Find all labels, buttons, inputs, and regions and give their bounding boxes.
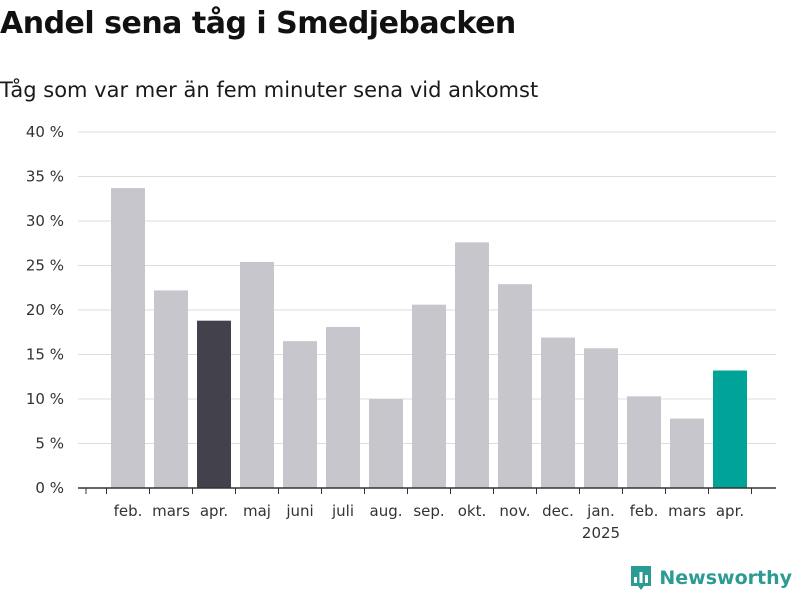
x-tick-label: nov. [499, 502, 530, 520]
chart-subtitle: Tåg som var mer än fem minuter sena vid … [0, 78, 539, 102]
x-tick-label: mars [152, 502, 190, 520]
bar [283, 341, 317, 488]
brand-logo: Newsworthy [629, 564, 792, 592]
bar [412, 304, 446, 488]
bar [240, 261, 274, 488]
y-tick-label: 15 % [26, 346, 64, 364]
bar [197, 320, 231, 488]
y-tick-label: 0 % [35, 479, 64, 497]
x-tick-label: okt. [458, 502, 487, 520]
x-tick-label: juni [285, 502, 313, 520]
x-year-label: 2025 [582, 524, 620, 542]
y-tick-label: 10 % [26, 390, 64, 408]
bar [326, 326, 360, 488]
newsworthy-logo-icon [631, 566, 652, 590]
bar [713, 370, 747, 488]
brand-name: Newsworthy [659, 567, 792, 589]
y-tick-label: 25 % [26, 257, 64, 275]
y-tick-label: 20 % [26, 301, 64, 319]
y-tick-label: 40 % [26, 123, 64, 141]
bar [670, 418, 704, 488]
y-tick-label: 30 % [26, 212, 64, 230]
bar [498, 284, 532, 488]
bar [369, 399, 403, 488]
chart-title: Andel sena tåg i Smedjebacken [0, 6, 516, 41]
x-tick-label: dec. [542, 502, 574, 520]
x-tick-label: jan. [586, 502, 615, 520]
y-tick-label: 5 % [35, 435, 64, 453]
x-tick-label: sep. [413, 502, 444, 520]
x-tick-label: maj [243, 502, 271, 520]
bar [627, 396, 661, 488]
bar [584, 348, 618, 488]
bar [455, 242, 489, 488]
bar [541, 337, 575, 488]
y-tick-label: 35 % [26, 168, 64, 186]
x-tick-label: apr. [200, 502, 228, 520]
bar [111, 188, 145, 488]
x-tick-label: mars [668, 502, 706, 520]
x-tick-label: apr. [716, 502, 744, 520]
bar [154, 290, 188, 488]
x-tick-label: feb. [114, 502, 143, 520]
x-tick-label: feb. [630, 502, 659, 520]
x-tick-label: juli [331, 502, 354, 520]
x-tick-label: aug. [370, 502, 403, 520]
